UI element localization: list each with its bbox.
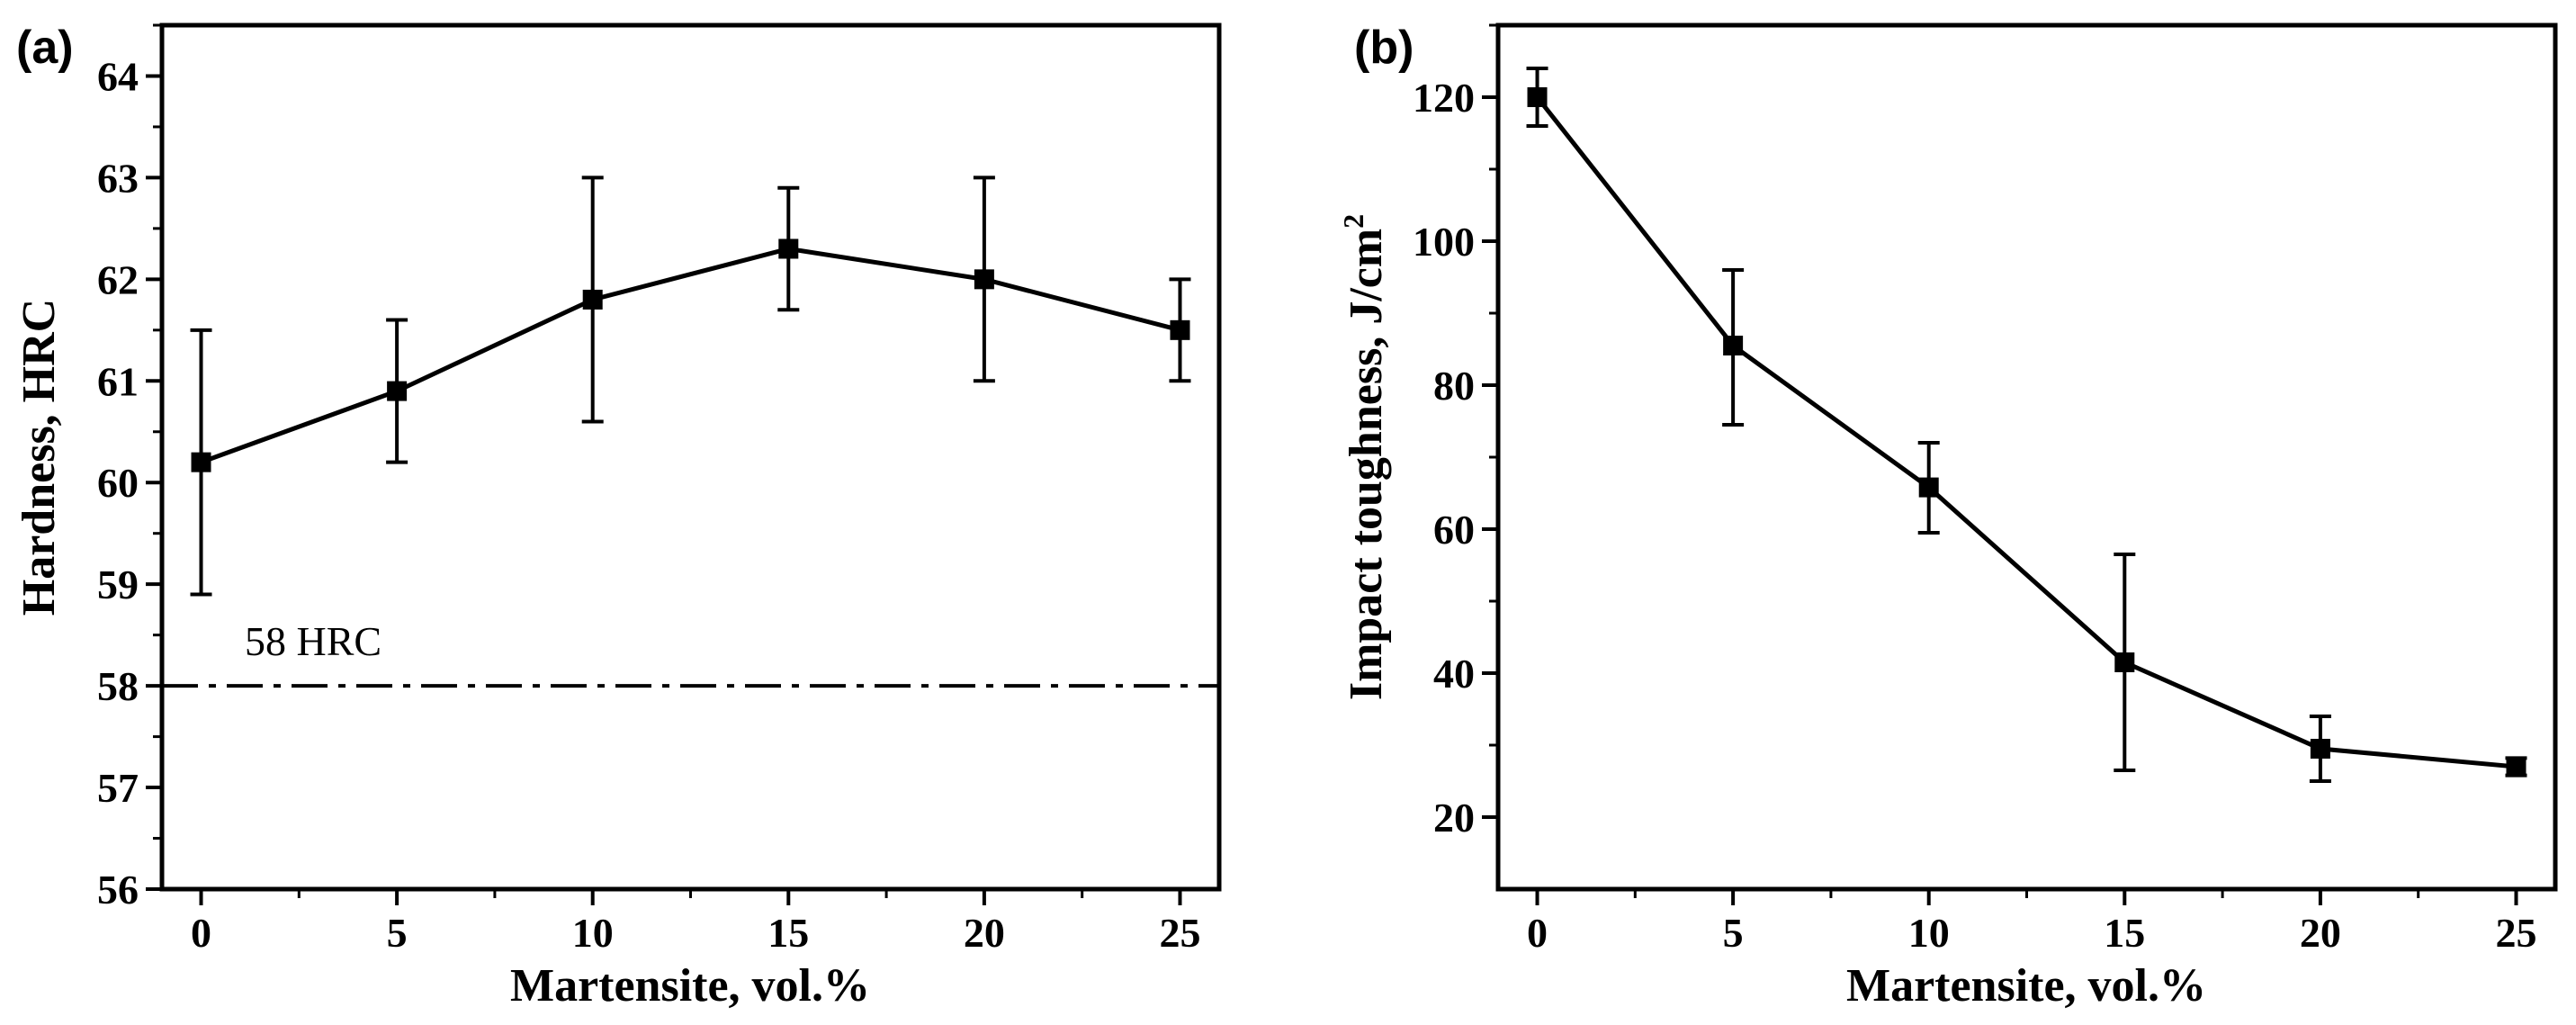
panel-b-data-point xyxy=(2114,652,2135,672)
panel-a-x-tick-label: 5 xyxy=(387,910,408,956)
panel-b-y-tick-label: 40 xyxy=(1433,651,1475,697)
panel-a-data-point xyxy=(191,452,211,472)
panel-b-x-axis-title: Martensite, vol.% xyxy=(1846,960,2206,1012)
panel-b-y-tick-label: 100 xyxy=(1413,219,1475,265)
panel-b-ticks: 0 5 10 15 20 25 20 40 60 80 100 120 xyxy=(1413,23,2536,956)
panel-b-x-tick-label: 0 xyxy=(1527,910,1548,956)
panel-b-data-point xyxy=(1918,477,1939,498)
panel-b-plot-frame xyxy=(1495,22,2558,892)
panel-b-x-tick-label: 10 xyxy=(1908,910,1950,956)
panel-b-series-line xyxy=(1535,95,2517,769)
panel-a-ticks: 0 5 10 15 20 25 56 57 58 59 60 61 62 63 64 xyxy=(97,23,1200,956)
panel-a-x-tick-label: 15 xyxy=(767,910,809,956)
panel-b-y-axis-title: Impact toughness, J/cm2 xyxy=(1337,214,1392,700)
panel-a-x-tick-label: 25 xyxy=(1159,910,1200,956)
panel-a-plot-frame xyxy=(159,22,1222,892)
panel-b-x-tick-label: 5 xyxy=(1723,910,1744,956)
panel-a-y-tick-label: 56 xyxy=(97,867,139,913)
panel-b-x-tick-label: 15 xyxy=(2104,910,2145,956)
panel-b-label: (b) xyxy=(1354,22,1414,74)
panel-a-y-axis-title: Hardness, HRC xyxy=(13,299,65,616)
panel-a-x-tick-label: 20 xyxy=(964,910,1005,956)
panel-a-y-tick-label: 61 xyxy=(97,358,139,404)
panel-b-x-tick-label: 25 xyxy=(2495,910,2536,956)
panel-a-y-tick-label: 62 xyxy=(97,256,139,302)
panel-b-data-point xyxy=(1723,336,1744,355)
panel-a-x-tick-label: 10 xyxy=(572,910,614,956)
panel-b-y-tick-label: 120 xyxy=(1413,75,1475,121)
panel-a-data-point xyxy=(778,238,799,259)
panel-a-y-tick-label: 64 xyxy=(97,53,139,99)
panel-b-x-tick-label: 20 xyxy=(2300,910,2341,956)
reference-line-label: 58 HRC xyxy=(245,618,381,664)
panel-a-x-tick-label: 0 xyxy=(191,910,211,956)
panel-a-data-point xyxy=(974,269,994,290)
panel-a-y-tick-label: 59 xyxy=(97,562,139,607)
panel-b-data-point xyxy=(1527,87,1548,107)
panel-a-data-point xyxy=(582,289,603,310)
panel-b-y-tick-label: 60 xyxy=(1433,507,1475,553)
panel-a-y-tick-label: 57 xyxy=(97,765,139,811)
panel-b-series xyxy=(1526,67,2527,783)
panel-a-label: (a) xyxy=(16,22,74,74)
panel-a-series xyxy=(190,175,1191,597)
panel-a-y-tick-label: 60 xyxy=(97,460,139,506)
panel-b-y-axis-title-superscript: 2 xyxy=(1337,214,1369,229)
panel-a-data-point xyxy=(1170,319,1190,340)
panel-a-y-tick-label: 63 xyxy=(97,155,139,201)
panel-a-x-axis-title: Martensite, vol.% xyxy=(510,960,870,1012)
panel-b-y-tick-label: 20 xyxy=(1433,795,1475,841)
panel-b-data-point xyxy=(2506,757,2527,777)
panel-b-y-axis-title-main: Impact toughness, J/cm xyxy=(1341,229,1392,700)
panel-a-data-point xyxy=(387,381,408,401)
panel-b-data-point xyxy=(2310,739,2330,759)
panel-a-y-tick-label: 58 xyxy=(97,663,139,709)
panel-b-toughness-chart: (b) 0 5 10 15 20 25 20 40 60 80 100 120 Martensite,… xyxy=(1337,22,2558,1012)
panel-a-series-line xyxy=(200,246,1181,464)
panel-b-y-tick-label: 80 xyxy=(1433,363,1475,409)
